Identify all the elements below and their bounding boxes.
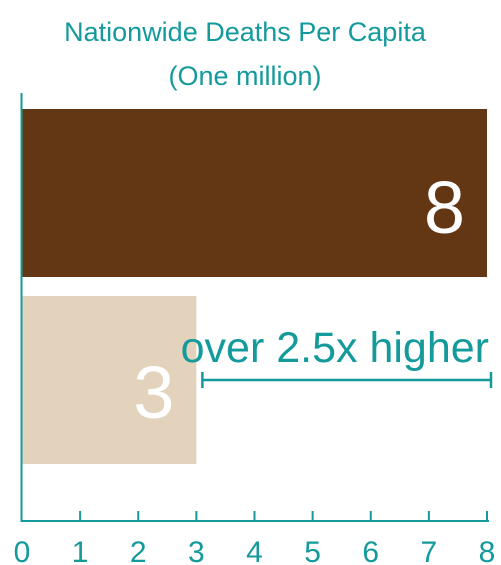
bar-1 <box>22 296 197 464</box>
x-tick-label-2: 2 <box>130 536 147 565</box>
x-tick-label-4: 4 <box>246 536 263 565</box>
x-tick-label-5: 5 <box>304 536 321 565</box>
x-tick-label-6: 6 <box>362 536 379 565</box>
x-tick-label-1: 1 <box>72 536 89 565</box>
chart-title: Nationwide Deaths Per Capita <box>64 17 427 47</box>
x-tick-label-3: 3 <box>188 536 205 565</box>
bar-0 <box>22 109 487 277</box>
bar-value-label-1: 3 <box>133 351 174 434</box>
x-tick-label-8: 8 <box>479 536 496 565</box>
bar-value-label-0: 8 <box>424 166 465 249</box>
annotation-text: over 2.5x higher <box>181 324 489 372</box>
chart-subtitle: (One million) <box>168 61 321 91</box>
x-tick-label-0: 0 <box>14 536 31 565</box>
x-tick-label-7: 7 <box>421 536 438 565</box>
